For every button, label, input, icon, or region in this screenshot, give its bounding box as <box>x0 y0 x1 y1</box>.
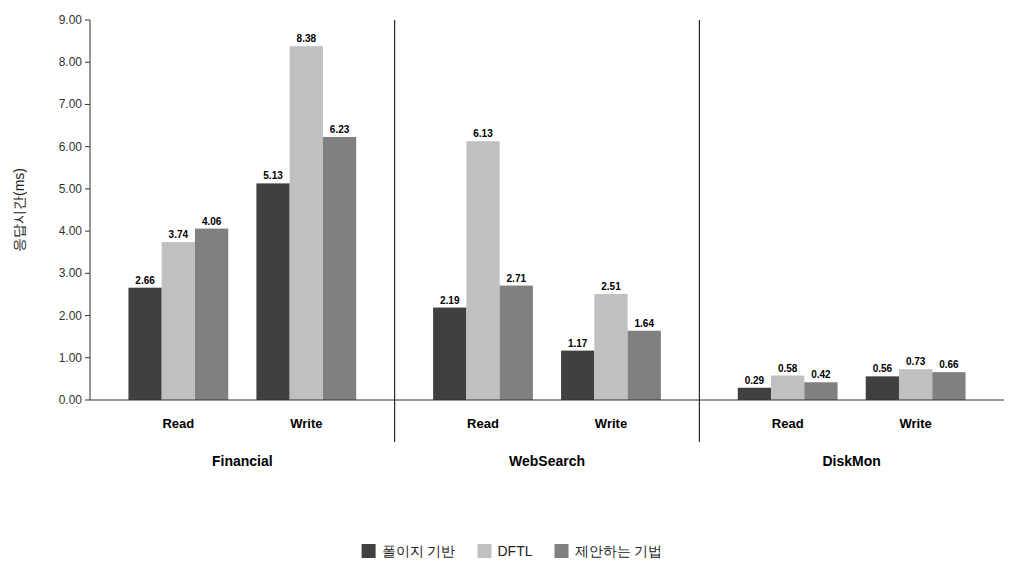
y-tick-label: 6.00 <box>59 140 83 154</box>
bar <box>500 286 533 400</box>
bar <box>128 288 161 400</box>
bar <box>866 376 899 400</box>
category-label: Write <box>595 416 627 431</box>
y-tick <box>85 20 90 21</box>
legend-label: DFTL <box>498 543 533 559</box>
data-label: 2.51 <box>601 281 621 292</box>
y-tick <box>85 273 90 274</box>
chart: 0.00 1.00 2.00 3.00 4.00 5.00 6.00 7.00 8.00 9.00… <box>0 0 1024 587</box>
y-tick-label: 3.00 <box>59 266 83 280</box>
y-tick <box>85 357 90 358</box>
data-label: 2.71 <box>507 273 527 284</box>
x-axis-line <box>90 400 1004 401</box>
bar <box>899 369 932 400</box>
category-label: Write <box>900 416 932 431</box>
bar <box>561 351 594 400</box>
bar <box>256 183 289 400</box>
y-tick <box>85 400 90 401</box>
group-separator <box>394 20 395 442</box>
bar <box>466 141 499 400</box>
y-tick-label: 5.00 <box>59 182 83 196</box>
y-tick <box>85 104 90 105</box>
category-group-label: DiskMon <box>822 453 880 469</box>
data-label: 0.56 <box>873 363 893 374</box>
data-label: 1.64 <box>635 318 655 329</box>
category-label: Read <box>772 416 804 431</box>
group-separator <box>699 20 700 442</box>
category-label: Read <box>162 416 194 431</box>
data-label: 2.19 <box>440 295 460 306</box>
data-label: 6.23 <box>330 124 350 135</box>
category-group-label: Financial <box>212 453 273 469</box>
y-tick-label: 0.00 <box>59 393 83 407</box>
bar <box>433 308 466 400</box>
bar <box>628 331 661 400</box>
bar <box>738 388 771 400</box>
legend-swatch <box>478 544 492 558</box>
bar <box>323 137 356 400</box>
data-label: 4.06 <box>202 216 222 227</box>
y-tick-label: 1.00 <box>59 351 83 365</box>
data-label: 6.13 <box>473 128 493 139</box>
legend-label: 제안하는 기법 <box>575 543 663 559</box>
y-axis-label: 응답시간(ms) <box>11 168 27 252</box>
data-label: 8.38 <box>297 33 317 44</box>
legend-swatch <box>555 544 569 558</box>
x-axis: Read Write Read Write Read Write Financial WebS… <box>162 416 931 469</box>
legend: 폴이지 기반 DFTL 제안하는 기법 <box>362 543 663 559</box>
y-tick <box>85 146 90 147</box>
category-group-label: WebSearch <box>509 453 585 469</box>
data-labels: 2.66 5.13 2.19 1.17 0.29 0.56 3.74 8.38 6.13 2.51… <box>135 33 959 386</box>
bar <box>594 294 627 400</box>
y-axis-line <box>90 20 91 400</box>
bar <box>932 372 965 400</box>
bar <box>162 242 195 400</box>
legend-item: DFTL <box>478 543 533 559</box>
data-label: 1.17 <box>568 338 588 349</box>
bar <box>290 46 323 400</box>
data-label: 0.29 <box>745 375 765 386</box>
bar <box>195 229 228 400</box>
bars <box>128 46 965 400</box>
category-label: Read <box>467 416 499 431</box>
bar <box>804 382 837 400</box>
y-tick-label: 9.00 <box>59 13 83 27</box>
legend-label: 폴이지 기반 <box>382 543 456 559</box>
y-axis: 0.00 1.00 2.00 3.00 4.00 5.00 6.00 7.00 8.00 9.00 <box>59 13 90 407</box>
y-tick-label: 4.00 <box>59 224 83 238</box>
y-tick <box>85 62 90 63</box>
data-label: 5.13 <box>263 170 283 181</box>
data-label: 2.66 <box>135 275 155 286</box>
data-label: 0.58 <box>778 363 798 374</box>
legend-item: 폴이지 기반 <box>362 543 456 559</box>
bar <box>771 376 804 400</box>
y-tick <box>85 188 90 189</box>
y-tick-label: 2.00 <box>59 309 83 323</box>
y-tick <box>85 231 90 232</box>
data-label: 0.66 <box>939 359 959 370</box>
data-label: 0.42 <box>811 369 831 380</box>
y-tick-label: 7.00 <box>59 97 83 111</box>
data-label: 3.74 <box>169 229 189 240</box>
legend-swatch <box>362 544 376 558</box>
data-label: 0.73 <box>906 356 926 367</box>
category-label: Write <box>290 416 322 431</box>
y-tick-label: 8.00 <box>59 55 83 69</box>
legend-item: 제안하는 기법 <box>555 543 663 559</box>
y-tick <box>85 315 90 316</box>
